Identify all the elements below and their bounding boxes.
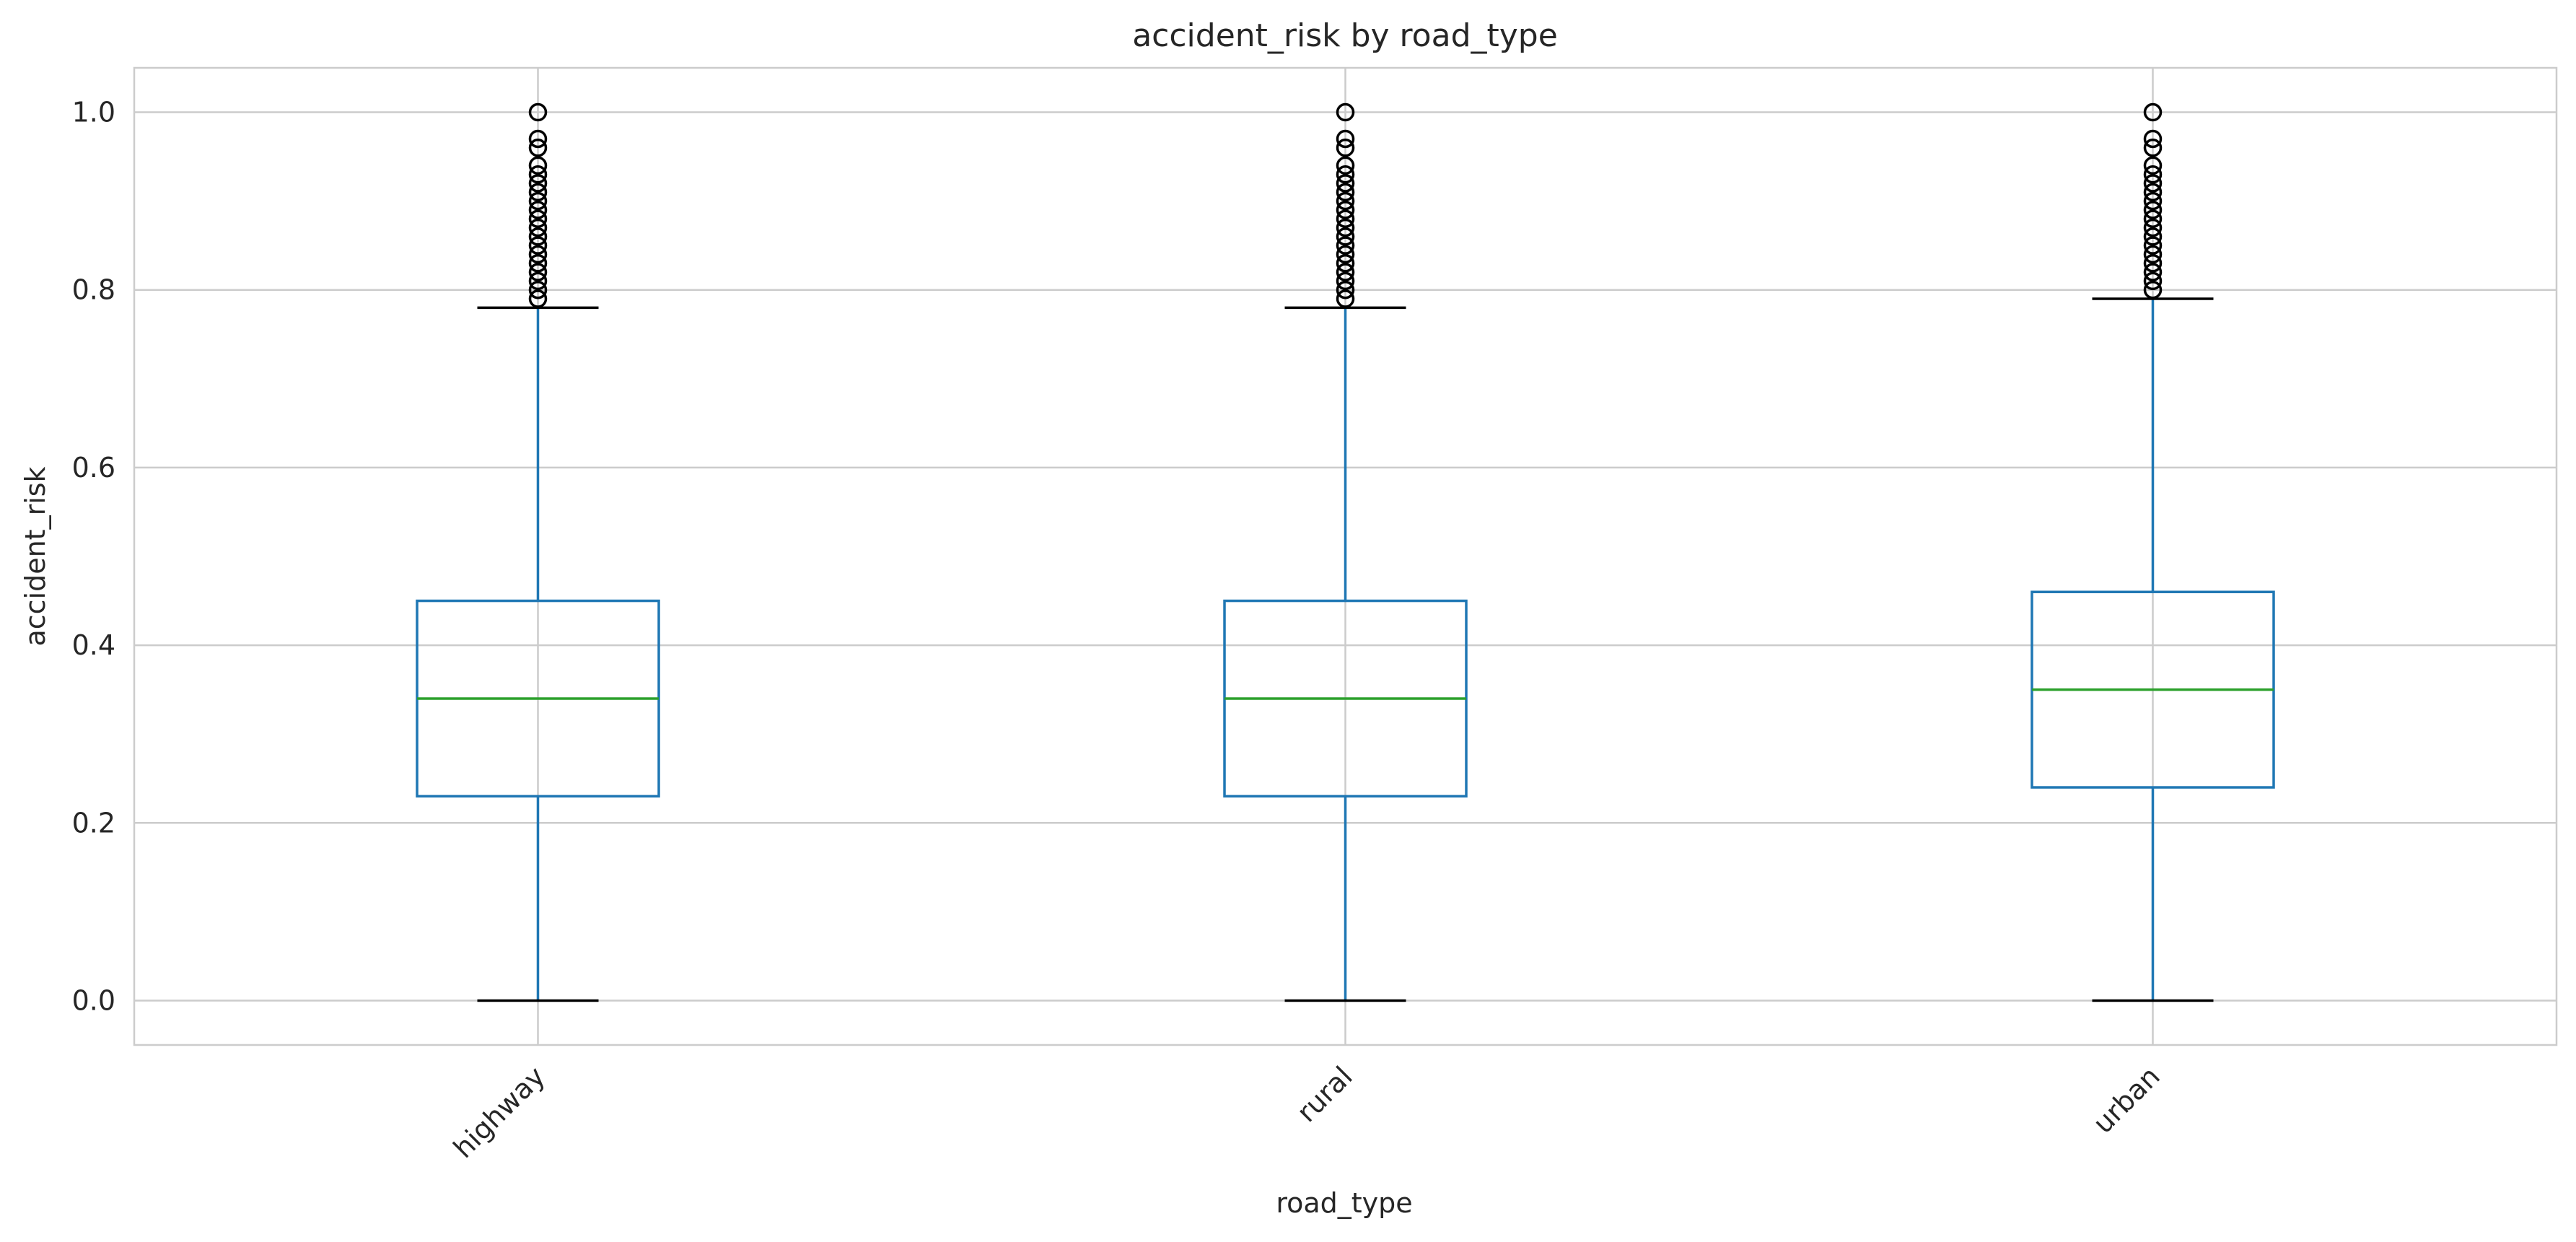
outlier-point	[2143, 156, 2163, 175]
outlier-point	[1336, 263, 1355, 281]
outlier-point	[2143, 271, 2163, 291]
outlier-point	[528, 289, 548, 308]
outlier-point	[528, 191, 548, 211]
outlier-point	[2143, 139, 2163, 157]
outlier-point	[528, 280, 548, 299]
y-tick-label: 1.0	[72, 97, 115, 128]
box-urban	[2030, 102, 2275, 1002]
outlier-point	[528, 129, 548, 149]
x-axis-label: road_type	[1276, 1187, 1412, 1219]
outlier-point	[528, 254, 548, 273]
outlier-point	[2143, 191, 2163, 211]
y-tick-label: 0.4	[72, 629, 115, 661]
outlier-point	[1336, 254, 1355, 273]
box-highway	[416, 102, 660, 1002]
outlier-point	[1336, 129, 1355, 149]
outlier-point	[2143, 227, 2163, 246]
outlier-point	[2143, 263, 2163, 281]
outlier-point	[528, 102, 548, 122]
outlier-point	[1336, 280, 1355, 299]
outlier-point	[528, 183, 548, 202]
outlier-point	[1336, 271, 1355, 291]
outlier-point	[528, 263, 548, 281]
outlier-point	[2143, 245, 2163, 264]
outlier-point	[2143, 209, 2163, 229]
outlier-point	[1336, 165, 1355, 184]
outlier-point	[2143, 102, 2163, 122]
outlier-point	[1336, 156, 1355, 175]
outlier-point	[2143, 183, 2163, 202]
outlier-point	[1336, 236, 1355, 255]
box-rural	[1223, 102, 1468, 1002]
outlier-point	[2143, 254, 2163, 273]
y-tick-label: 0.8	[72, 274, 115, 306]
outlier-point	[1336, 139, 1355, 157]
outlier-point	[1336, 183, 1355, 202]
outlier-point	[1336, 201, 1355, 219]
outlier-point	[2143, 280, 2163, 299]
outlier-point	[2143, 236, 2163, 255]
outlier-point	[2143, 129, 2163, 149]
y-axis-ticks: 0.0 0.2 0.4 0.6 0.8 1.0	[72, 97, 115, 1017]
y-axis-label: accident_risk	[19, 466, 51, 646]
outlier-point	[528, 236, 548, 255]
outlier-point	[528, 174, 548, 193]
outlier-point	[528, 139, 548, 157]
outlier-point	[2143, 165, 2163, 184]
outlier-point	[528, 156, 548, 175]
chart-title: accident_risk by road_type	[1132, 17, 1558, 54]
outlier-point	[2143, 201, 2163, 219]
outlier-point	[528, 201, 548, 219]
plot-frame	[133, 66, 2558, 1046]
box-plot-series	[416, 102, 2275, 1002]
outlier-point	[1336, 289, 1355, 308]
outlier-point	[528, 227, 548, 246]
y-tick-label: 0.6	[72, 452, 115, 484]
outlier-point	[528, 245, 548, 264]
outlier-point	[528, 209, 548, 229]
outlier-point	[1336, 227, 1355, 246]
outlier-point	[1336, 245, 1355, 264]
outlier-point	[2143, 218, 2163, 237]
outlier-point	[1336, 191, 1355, 211]
y-tick-label: 0.2	[72, 807, 115, 839]
outlier-point	[1336, 174, 1355, 193]
outlier-point	[1336, 102, 1355, 122]
outlier-point	[2143, 174, 2163, 193]
outlier-point	[1336, 218, 1355, 237]
y-tick-label: 0.0	[72, 984, 115, 1016]
outlier-point	[528, 165, 548, 184]
outlier-point	[528, 271, 548, 291]
outlier-point	[528, 218, 548, 237]
outlier-point	[1336, 209, 1355, 229]
